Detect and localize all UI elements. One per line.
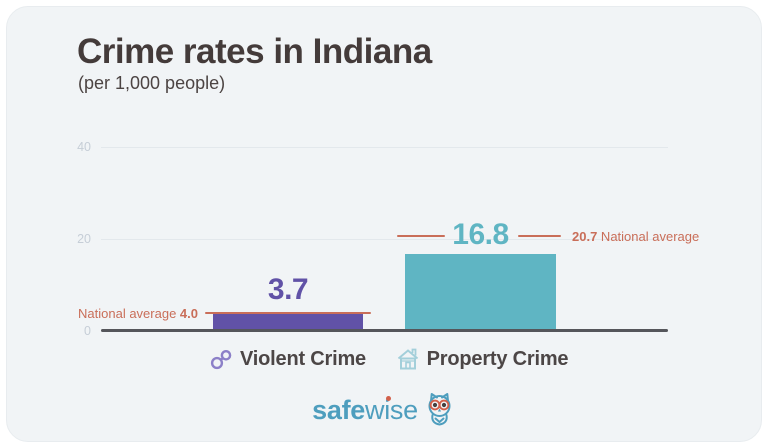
safewise-logo: safewise bbox=[7, 392, 761, 427]
y-tick-0: 0 bbox=[84, 324, 91, 338]
violent-avg-value: 4.0 bbox=[179, 306, 198, 321]
violent-crime-category: Violent Crime bbox=[138, 345, 438, 373]
owl-icon bbox=[428, 393, 451, 426]
logo-wise-text: wise bbox=[365, 394, 418, 425]
violent-avg-text: National average bbox=[78, 306, 180, 321]
house-icon bbox=[397, 348, 418, 370]
property-crime-label: Property Crime bbox=[426, 347, 569, 370]
logo-i-dot bbox=[386, 396, 391, 401]
gridline-20 bbox=[101, 239, 668, 240]
gridline-40 bbox=[101, 147, 668, 148]
property-national-average-label: 20.7 National average bbox=[572, 229, 699, 244]
logo-safe-text: safe bbox=[312, 394, 365, 425]
violent-crime-label: Violent Crime bbox=[240, 347, 366, 370]
property-national-average-line-left bbox=[397, 235, 445, 237]
chart-title: Crime rates in Indiana bbox=[77, 32, 432, 71]
property-avg-text: National average bbox=[597, 229, 700, 244]
property-avg-value: 20.7 bbox=[572, 229, 598, 244]
violent-national-average-label: National average 4.0 bbox=[37, 306, 198, 321]
property-crime-category: Property Crime bbox=[332, 345, 632, 373]
y-tick-20: 20 bbox=[77, 232, 91, 246]
x-axis-line bbox=[101, 329, 668, 332]
y-tick-40: 40 bbox=[77, 140, 91, 154]
safewise-wordmark: safewise bbox=[312, 393, 418, 427]
chart-subtitle: (per 1,000 people) bbox=[78, 73, 226, 93]
handcuffs-icon bbox=[210, 349, 232, 369]
property-crime-bar bbox=[405, 254, 556, 331]
property-national-average-line-right bbox=[518, 235, 561, 237]
infographic-card: Crime rates in Indiana (per 1,000 people… bbox=[6, 6, 762, 442]
violent-national-average-line bbox=[205, 312, 371, 314]
violent-crime-bar bbox=[213, 314, 363, 331]
violent-crime-value: 3.7 bbox=[267, 273, 309, 306]
property-crime-value: 16.8 bbox=[452, 218, 509, 251]
